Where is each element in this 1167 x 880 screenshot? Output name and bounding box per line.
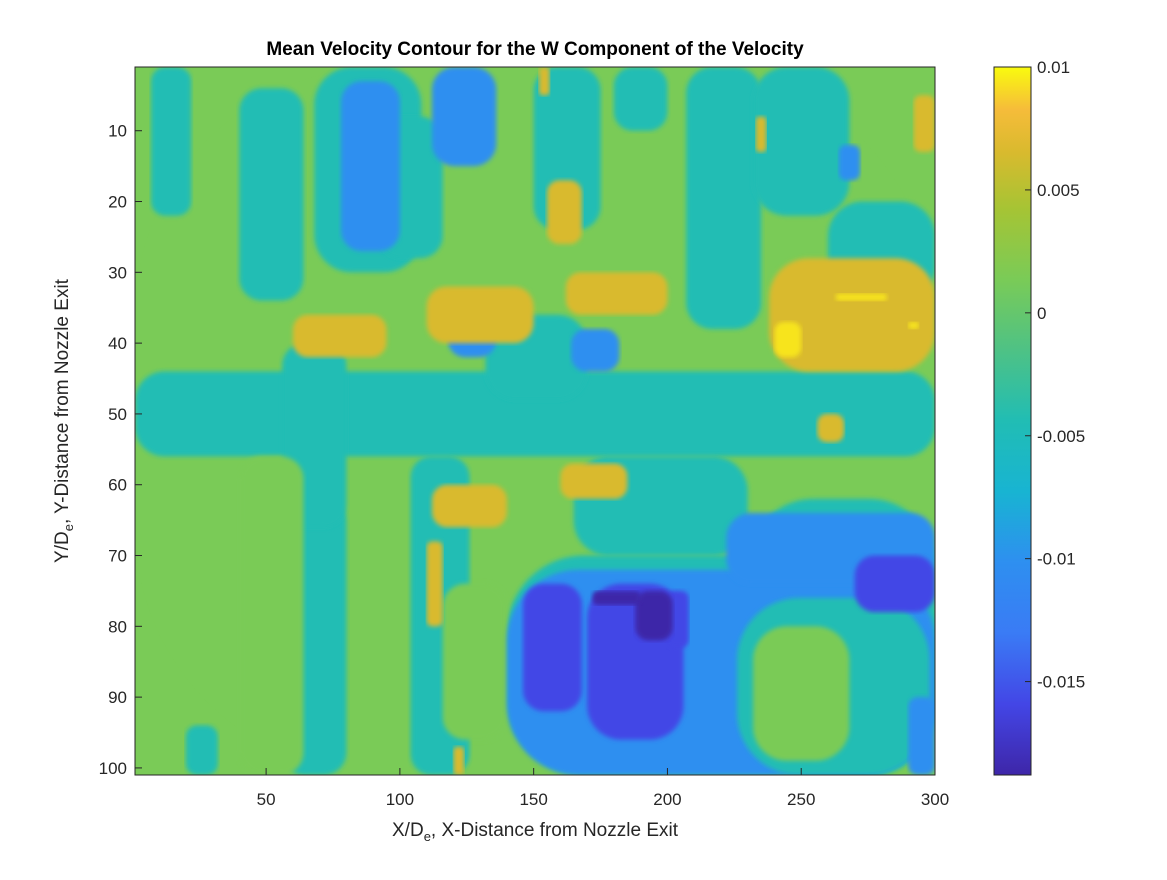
contour-region: [817, 413, 845, 443]
x-tick-label: 150: [519, 790, 547, 809]
x-axis-label-prefix: X/D: [392, 820, 424, 841]
contour-regions: [135, 67, 935, 775]
y-tick-label: 60: [108, 476, 127, 495]
contour-region: [239, 88, 304, 301]
y-axis-label-prefix: Y/D: [52, 531, 73, 563]
contour-region: [613, 67, 668, 131]
contour-region: [432, 67, 497, 167]
x-tick-label: 100: [386, 790, 414, 809]
contour-region: [523, 583, 582, 712]
contour-region: [836, 293, 887, 301]
y-tick-label: 20: [108, 193, 127, 212]
x-tick-label: 50: [257, 790, 276, 809]
x-axis-label-suffix: , X-Distance from Nozzle Exit: [431, 820, 679, 841]
contour-region: [453, 746, 465, 775]
y-axis-label: Y/De, Y-Distance from Nozzle Exit: [52, 278, 76, 563]
contour-region: [755, 116, 767, 152]
y-tick-label: 30: [108, 263, 127, 282]
y-axis-label-subscript: e: [61, 524, 76, 531]
contour-region: [769, 258, 935, 372]
contour-region: [686, 67, 762, 329]
colorbar-tick-label: -0.005: [1037, 427, 1085, 446]
contour-region: [239, 456, 304, 775]
y-tick-label: 70: [108, 547, 127, 566]
colorbar: [993, 66, 1032, 776]
contour-region: [151, 67, 192, 216]
contour-region: [774, 321, 802, 358]
colorbar-ticks: 0.01 0.005 0 -0.005 -0.01 -0.015: [1025, 58, 1085, 692]
contour-region: [838, 144, 861, 181]
contour-region: [560, 463, 628, 499]
colorbar-tick-label: 0.01: [1037, 58, 1070, 77]
contour-region: [565, 272, 668, 315]
contour-region: [341, 81, 400, 252]
contour-region: [442, 583, 507, 740]
colorbar-tick-label: -0.015: [1037, 673, 1085, 692]
colorbar-tick-label: 0: [1037, 304, 1046, 323]
x-axis-label: X/De, X-Distance from Nozzle Exit: [392, 820, 679, 844]
y-tick-label: 10: [108, 122, 127, 141]
y-axis-label-suffix: , Y-Distance from Nozzle Exit: [52, 278, 73, 524]
colorbar-tick-label: 0.005: [1037, 181, 1080, 200]
y-axis-ticks: 10 20 30 40 50 60 70 80 90 100: [99, 122, 142, 778]
contour-region: [185, 725, 218, 775]
contour-region: [426, 541, 443, 627]
contour-region: [635, 590, 673, 641]
contour-region: [432, 484, 507, 528]
chart-title: Mean Velocity Contour for the W Componen…: [266, 39, 804, 60]
contour-region: [292, 314, 387, 358]
contour-region: [908, 321, 919, 329]
contour-region: [571, 329, 620, 372]
contour-region: [753, 67, 850, 216]
y-tick-label: 100: [99, 759, 127, 778]
x-tick-label: 300: [921, 790, 949, 809]
x-tick-label: 200: [653, 790, 681, 809]
x-tick-label: 250: [787, 790, 815, 809]
contour-region: [547, 180, 582, 244]
contour-region: [592, 590, 641, 606]
y-tick-label: 90: [108, 688, 127, 707]
y-tick-label: 40: [108, 334, 127, 353]
x-axis-ticks: 50 100 150 200 250 300: [257, 768, 949, 809]
plot-frame: [134, 66, 936, 776]
contour-region: [913, 95, 935, 152]
contour-region: [854, 555, 935, 613]
y-tick-label: 50: [108, 405, 127, 424]
colorbar-tick-label: -0.01: [1037, 550, 1076, 569]
x-axis-label-subscript: e: [424, 829, 431, 844]
contour-region: [908, 697, 935, 775]
y-tick-label: 80: [108, 617, 127, 636]
contour-region: [426, 286, 534, 344]
contour-region: [539, 67, 550, 96]
contour-region: [753, 626, 850, 761]
